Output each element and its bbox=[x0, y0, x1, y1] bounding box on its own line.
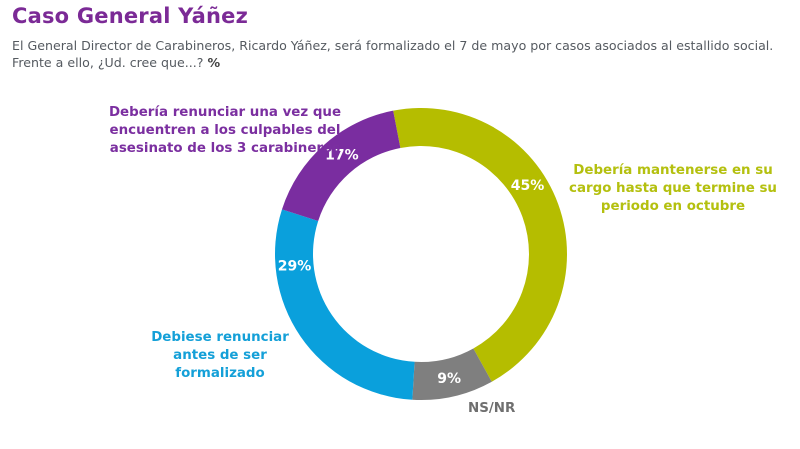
slice-mantenerse bbox=[393, 108, 567, 382]
slice-label-renunciar-antes: Debiese renunciar antes de ser formaliza… bbox=[151, 330, 289, 381]
slice-label-nsnr: NS/NR bbox=[468, 401, 516, 416]
slice-nsnr bbox=[412, 348, 492, 400]
unit-label: % bbox=[207, 55, 221, 70]
value-label-renunciar-antes: 29% bbox=[278, 258, 312, 274]
donut-value-labels: 45% 9% 29% 17% bbox=[278, 148, 545, 387]
slice-label-mantenerse: Debería mantenerse en su cargo hasta que… bbox=[569, 163, 777, 214]
question-text: El General Director de Carabineros, Rica… bbox=[12, 38, 774, 70]
chart-subtitle: El General Director de Carabineros, Rica… bbox=[12, 37, 797, 71]
slice-renunciar-antes bbox=[275, 209, 415, 400]
donut-slices bbox=[275, 108, 567, 400]
slice-renunciar-culpables bbox=[281, 110, 401, 221]
slice-label-renunciar-culpables: Debería renunciar una vez que encuentren… bbox=[108, 105, 342, 156]
chart-title: Caso General Yáñez bbox=[12, 4, 248, 28]
value-label-renunciar-culpables: 17% bbox=[325, 148, 359, 164]
value-label-mantenerse: 45% bbox=[511, 178, 545, 194]
value-label-nsnr: 9% bbox=[437, 371, 461, 387]
